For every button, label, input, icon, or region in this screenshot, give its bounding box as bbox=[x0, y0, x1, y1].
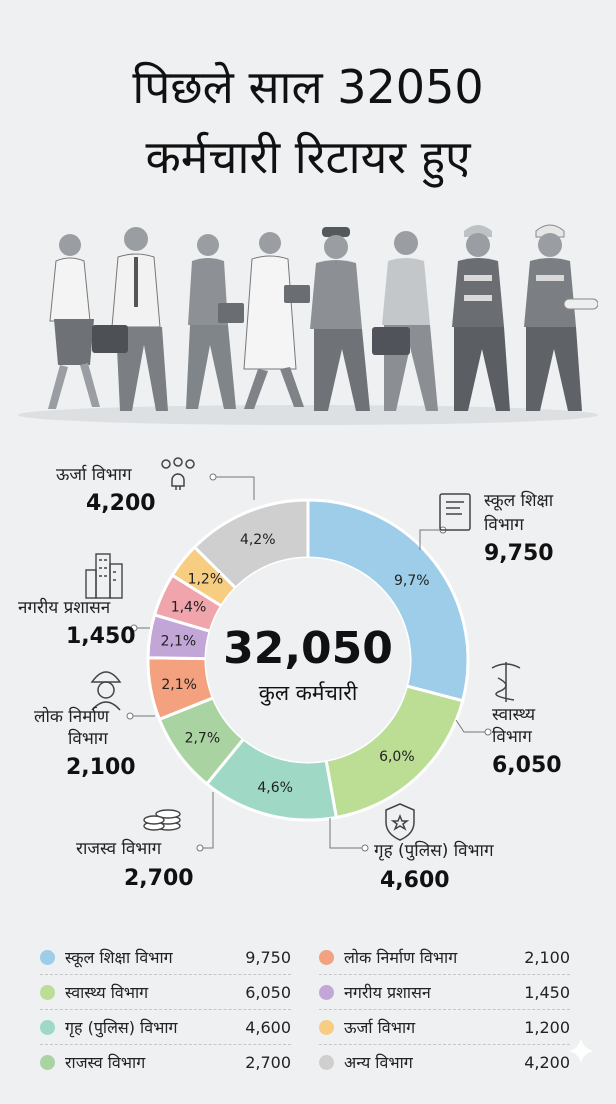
title-line-2: कर्मचारी रिटायर हुए bbox=[145, 130, 471, 184]
callout-health-value: 6,050 bbox=[492, 753, 562, 778]
police-figure bbox=[310, 227, 370, 411]
slice-label-police: 4,6% bbox=[257, 780, 293, 796]
callout-energy-value: 4,200 bbox=[86, 491, 156, 516]
legend-swatch bbox=[40, 1054, 55, 1070]
callout-energy-name: ऊर्जा विभाग bbox=[56, 464, 132, 485]
legend-label: ऊर्जा विभाग bbox=[344, 1018, 416, 1037]
slice-label-pwd: 2,1% bbox=[161, 677, 197, 693]
donut-hole bbox=[206, 558, 410, 762]
slice-label-revenue: 2,7% bbox=[185, 730, 221, 746]
title-line-1: पिछले साल 32050 bbox=[132, 60, 484, 114]
legend-value: 6,050 bbox=[245, 982, 291, 1002]
callout-health-name-1: स्वास्थ्य bbox=[492, 705, 536, 725]
legend-item: स्कूल शिक्षा विभाग 9,750 bbox=[40, 940, 291, 975]
callout-pwd-name-2: विभाग bbox=[68, 728, 108, 749]
callout-revenue-value: 2,700 bbox=[124, 866, 194, 891]
legend-label: स्वास्थ्य विभाग bbox=[65, 983, 149, 1002]
legend-value: 1,450 bbox=[524, 982, 570, 1002]
legend-column-left: स्कूल शिक्षा विभाग 9,750 स्वास्थ्य विभाग 6,… bbox=[40, 940, 291, 1079]
engineer-figure bbox=[524, 224, 598, 411]
legend-label: राजस्व विभाग bbox=[65, 1053, 146, 1072]
callout-police-name: गृह (पुलिस) विभाग bbox=[374, 840, 494, 861]
sparkle-icon bbox=[568, 1038, 594, 1064]
legend-item: अन्य विभाग 4,200 bbox=[319, 1045, 570, 1079]
legend-value: 4,200 bbox=[524, 1052, 570, 1072]
legend-item: नगरीय प्रशासन 1,450 bbox=[319, 975, 570, 1010]
callout-police-value: 4,600 bbox=[380, 868, 450, 893]
legend-value: 1,200 bbox=[524, 1017, 570, 1037]
legend-label: अन्य विभाग bbox=[344, 1053, 413, 1072]
legend-label: स्कूल शिक्षा विभाग bbox=[65, 948, 173, 967]
slice-label-other: 4,2% bbox=[240, 532, 276, 548]
legend-item: ऊर्जा विभाग 1,200 bbox=[319, 1010, 570, 1045]
legend-label: लोक निर्माण विभाग bbox=[344, 948, 458, 967]
callout-revenue-name: राजस्व विभाग bbox=[76, 838, 162, 859]
callout-school-name-2: विभाग bbox=[484, 514, 524, 535]
legend-item: स्वास्थ्य विभाग 6,050 bbox=[40, 975, 291, 1010]
callout-urban-name: नगरीय प्रशासन bbox=[18, 597, 111, 618]
legend-item: गृह (पुलिस) विभाग 4,600 bbox=[40, 1010, 291, 1045]
chart-legend: स्कूल शिक्षा विभाग 9,750 स्वास्थ्य विभाग 6,… bbox=[40, 940, 570, 1079]
callout-pwd-name-1: लोक निर्माण bbox=[34, 706, 110, 727]
legend-swatch bbox=[319, 1054, 334, 1070]
callout-lines bbox=[130, 476, 488, 849]
coins-icon bbox=[143, 809, 181, 831]
book-icon bbox=[439, 493, 471, 531]
donut-chart: 9,7% 6,0% 4,6% 2,7% 2,1% 2,1% 1,4% 1,2% 4,2% 32,… bbox=[18, 457, 562, 893]
slice-label-energy: 1,2% bbox=[188, 572, 224, 588]
legend-label: नगरीय प्रशासन bbox=[344, 983, 431, 1002]
legend-value: 9,750 bbox=[245, 947, 291, 967]
legend-column-right: लोक निर्माण विभाग 2,100 नगरीय प्रशासन 1,450… bbox=[319, 940, 570, 1079]
legend-value: 4,600 bbox=[245, 1017, 291, 1037]
center-total: 32,050 bbox=[223, 623, 393, 674]
doctor-figure bbox=[243, 232, 310, 409]
construction-worker-figure bbox=[452, 225, 510, 411]
worker-briefcase-figure bbox=[372, 231, 438, 411]
legend-swatch bbox=[40, 949, 55, 965]
caduceus-icon bbox=[491, 662, 521, 702]
legend-swatch bbox=[40, 1019, 55, 1035]
energy-people-icon bbox=[161, 457, 195, 490]
office-woman-figure bbox=[48, 234, 100, 409]
buildings-icon bbox=[85, 553, 123, 599]
slice-label-health: 6,0% bbox=[379, 749, 415, 765]
legend-label: गृह (पुलिस) विभाग bbox=[65, 1018, 178, 1037]
callout-pwd-value: 2,100 bbox=[66, 755, 136, 780]
slice-label-school: 9,7% bbox=[394, 573, 430, 589]
legend-swatch bbox=[319, 1019, 334, 1035]
page-title: पिछले साल 32050 कर्मचारी रिटायर हुए bbox=[0, 52, 616, 192]
callout-school-value: 9,750 bbox=[484, 541, 554, 566]
worker-helmet-icon bbox=[90, 671, 122, 711]
legend-item: लोक निर्माण विभाग 2,100 bbox=[319, 940, 570, 975]
retired-workers-illustration bbox=[18, 224, 598, 425]
slice-percent-labels: 9,7% 6,0% 4,6% 2,7% 2,1% 2,1% 1,4% 1,2% 4,2% bbox=[161, 532, 430, 796]
legend-value: 2,100 bbox=[524, 947, 570, 967]
slice-label-urban2: 1,4% bbox=[171, 599, 207, 615]
office-man-figure bbox=[92, 227, 168, 411]
legend-value: 2,700 bbox=[245, 1052, 291, 1072]
callout-school-name-1: स्कूल शिक्षा bbox=[484, 490, 554, 511]
callout-urban-value: 1,450 bbox=[66, 624, 136, 649]
nurse-figure bbox=[186, 234, 244, 409]
slice-label-urban: 2,1% bbox=[161, 633, 197, 649]
police-badge-icon bbox=[385, 803, 415, 841]
legend-swatch bbox=[319, 984, 334, 1000]
legend-item: राजस्व विभाग 2,700 bbox=[40, 1045, 291, 1079]
callout-health-name-2: विभाग bbox=[492, 726, 532, 747]
center-subtitle: कुल कर्मचारी bbox=[259, 681, 358, 706]
legend-swatch bbox=[319, 949, 334, 965]
legend-swatch bbox=[40, 984, 55, 1000]
